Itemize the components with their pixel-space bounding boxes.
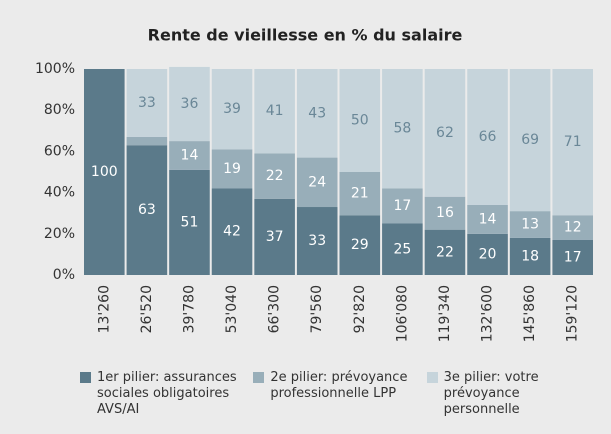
bar-segment <box>467 204 508 234</box>
legend: 1er pilier: assurances sociales obligato… <box>80 370 600 418</box>
y-tick-label: 20% <box>44 226 75 242</box>
bar-segment <box>339 69 381 172</box>
x-tick-label: 39'780 <box>181 285 197 333</box>
data-label: 14 <box>181 148 199 164</box>
data-label: 50 <box>351 113 369 129</box>
legend-swatch <box>426 372 438 383</box>
data-label: 62 <box>436 125 454 141</box>
bar-segment <box>382 188 423 224</box>
bar-segment <box>509 211 551 238</box>
y-tick-label: 0% <box>53 267 75 283</box>
bar-segment <box>424 229 466 275</box>
y-tick-label: 40% <box>44 185 75 201</box>
bar-segment <box>467 233 508 275</box>
bar-segment <box>509 69 551 212</box>
x-tick-label: 106'080 <box>394 285 410 342</box>
bar-segment <box>126 69 168 137</box>
legend-label: 3e pilier: votre prévoyance personnelle <box>443 370 539 417</box>
legend-label: 1er pilier: assurances sociales obligato… <box>97 370 237 417</box>
bar-segment <box>169 66 210 142</box>
data-label: 63 <box>138 202 156 218</box>
data-label: 71 <box>564 134 582 150</box>
x-tick-label: 66'300 <box>267 285 283 333</box>
data-label: 51 <box>181 214 199 230</box>
bar-segment <box>339 215 381 275</box>
data-label: 12 <box>564 220 582 236</box>
bar-segment <box>211 149 253 189</box>
x-tick-label: 79'560 <box>309 285 325 333</box>
bar-segment <box>296 157 338 208</box>
x-tick-label: 92'820 <box>352 285 368 333</box>
data-label: 42 <box>223 224 241 240</box>
y-tick-label: 80% <box>44 102 75 118</box>
data-label: 25 <box>393 241 411 257</box>
data-label: 39 <box>223 101 241 117</box>
bar-segment <box>296 69 338 158</box>
bar-segment <box>254 69 295 154</box>
bar-segment <box>254 153 295 199</box>
bar-segment <box>126 145 168 275</box>
bar-segment <box>126 136 168 146</box>
x-tick-label: 119'340 <box>437 285 453 342</box>
chart: Rente de vieillesse en % du salaire 0% 20… <box>35 26 593 342</box>
bar-segment <box>339 172 381 216</box>
x-tick-label: 132'600 <box>480 285 496 342</box>
legend-item: 1er pilier: assurances sociales obligato… <box>80 370 253 418</box>
data-label: 24 <box>308 174 326 190</box>
x-tick-label: 26'520 <box>139 285 155 333</box>
bar-segment <box>211 69 253 150</box>
data-label: 21 <box>351 186 369 202</box>
data-label: 22 <box>266 168 284 184</box>
bar-segment <box>552 215 593 240</box>
data-label: 16 <box>436 205 454 221</box>
y-tick-label: 100% <box>35 61 75 77</box>
legend-swatch <box>253 372 265 383</box>
legend-label: 2e pilier: prévoyance professionnelle LP… <box>270 370 408 401</box>
legend-swatch <box>80 372 91 383</box>
bar-segment <box>254 198 295 275</box>
data-label: 14 <box>479 211 497 227</box>
data-label: 69 <box>521 132 539 148</box>
data-label: 33 <box>138 95 156 111</box>
legend-item: 2e pilier: prévoyance professionnelle LP… <box>253 370 426 418</box>
data-label: 58 <box>393 121 411 137</box>
bar-segment <box>382 223 423 275</box>
bar-segment <box>552 69 593 216</box>
data-label: 17 <box>393 198 411 214</box>
bar-segment <box>211 188 253 275</box>
bar-segment <box>169 169 210 275</box>
data-label: 20 <box>479 246 497 262</box>
bar-segment <box>382 69 423 189</box>
chart-title: Rente de vieillesse en % du salaire <box>148 26 463 45</box>
bar-segment <box>84 69 125 275</box>
x-tick-label: 53'040 <box>224 285 240 333</box>
bar-segment <box>296 207 338 275</box>
bar-segment <box>424 69 466 197</box>
x-tick-label: 159'120 <box>565 285 581 342</box>
legend-item: 3e pilier: votre prévoyance personnelle <box>426 370 600 418</box>
data-label: 19 <box>223 161 241 177</box>
data-label: 18 <box>521 248 539 264</box>
data-label: 100 <box>91 164 118 180</box>
bar-segment <box>509 237 551 275</box>
bar-segment <box>169 141 210 170</box>
data-label: 22 <box>436 244 454 260</box>
y-tick-label: 60% <box>44 143 75 159</box>
data-label: 41 <box>266 103 284 119</box>
data-label: 29 <box>351 237 369 253</box>
bar-segment <box>467 69 508 205</box>
data-label: 36 <box>181 96 199 112</box>
data-label: 17 <box>564 249 582 265</box>
x-tick-label: 145'860 <box>522 285 538 342</box>
x-tick-label: 13'260 <box>96 285 112 333</box>
data-label: 43 <box>308 105 326 121</box>
bar-segment <box>552 239 593 275</box>
data-label: 66 <box>479 129 497 145</box>
data-label: 37 <box>266 229 284 245</box>
bar-segment <box>424 196 466 230</box>
data-label: 33 <box>308 233 326 249</box>
data-label: 13 <box>521 217 539 233</box>
